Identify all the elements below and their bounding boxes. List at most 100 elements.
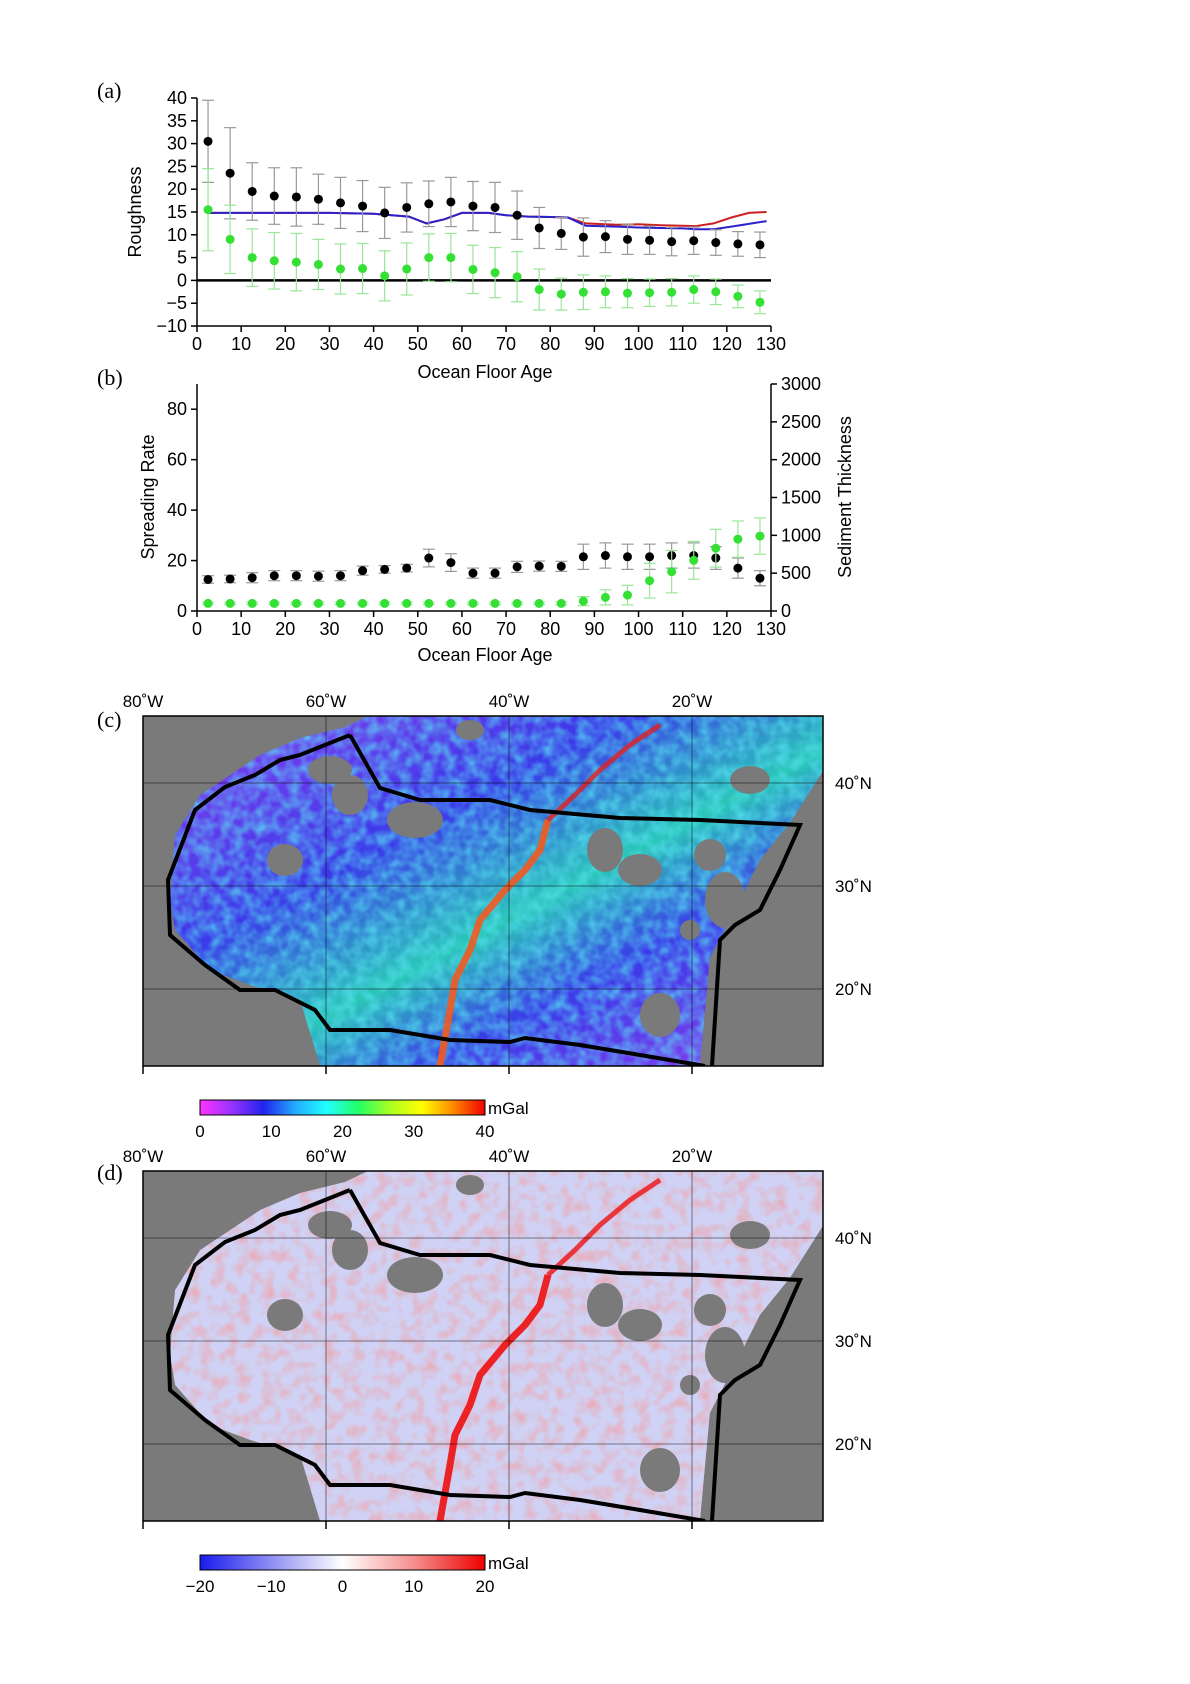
chart-a-point-s0: [225, 168, 235, 178]
chart-a-point-s0: [269, 191, 279, 201]
map-c-lon-40w: 40˚W: [489, 692, 530, 711]
chart-b-point-s1: [358, 598, 368, 608]
chart-b-point-s0: [623, 552, 632, 562]
chart-b-x-tick-label: 80: [540, 619, 560, 639]
chart-a-point-s1: [556, 289, 566, 299]
chart-b-xlabel: Ocean Floor Age: [417, 645, 552, 665]
chart-a-point-s1: [689, 285, 699, 295]
chart-a-point-s0: [424, 199, 434, 209]
chart-b-y2label: Sediment Thickness: [835, 416, 855, 578]
chart-a-point-s1: [534, 285, 544, 295]
chart-a: 0 10 20 30 40 50 60 70 80 90 100 110 120 130−10−50510…: [156, 88, 786, 354]
panel-label-b: (b): [97, 365, 123, 390]
chart-b-point-s1: [468, 598, 478, 608]
map-c-ridge-north: [546, 722, 662, 822]
chart-a-x-tick-label: 0: [192, 334, 202, 354]
chart-b-point-s0: [424, 553, 434, 563]
chart-a-point-s1: [733, 291, 743, 301]
chart-b-point-s1: [446, 598, 456, 608]
chart-a-point-s1: [269, 256, 279, 266]
chart-b-point-s1: [313, 598, 323, 608]
chart-a-y-tick-label: 20: [167, 179, 187, 199]
chart-a-point-s0: [291, 192, 301, 202]
chart-a-x-tick-label: 130: [756, 334, 786, 354]
chart-a-line-1: [208, 211, 767, 231]
chart-a-point-s1: [755, 297, 765, 307]
chart-b-x-tick-label: 10: [231, 619, 251, 639]
chart-b-point-s1: [291, 598, 301, 608]
colorbar-c: mGal 0 10 20 30 40: [195, 1099, 528, 1141]
chart-a-xlabel: Ocean Floor Age: [417, 362, 552, 382]
chart-a-point-s0: [490, 202, 500, 212]
chart-b-y2-tick-label: 0: [781, 601, 791, 621]
chart-b-point-s1: [578, 596, 588, 606]
chart-b-point-s1: [225, 598, 235, 608]
chart-a-x-tick-label: 40: [364, 334, 384, 354]
colorbar-d-tick-label: −10: [257, 1577, 286, 1596]
chart-a-point-s0: [689, 236, 699, 246]
chart-b-point-s1: [380, 598, 390, 608]
colorbar-c-tick-label: 20: [333, 1122, 352, 1141]
chart-a-y-tick-label: 25: [167, 156, 187, 176]
chart-b-x-tick-label: 110: [668, 619, 697, 639]
map-d-lon-40w: 40˚W: [489, 1147, 530, 1166]
colorbar-c-unit: mGal: [488, 1099, 529, 1118]
chart-b-point-s0: [556, 561, 566, 571]
chart-b-point-s1: [336, 598, 345, 608]
panel-label-a: (a): [97, 78, 121, 103]
chart-a-y-tick-label: −10: [156, 316, 187, 336]
map-d-lat-20n: 20˚N: [835, 1435, 872, 1454]
colorbar-d: mGal −20 −10 0 10 20: [186, 1554, 529, 1596]
map-c-lat-20n: 20˚N: [835, 980, 872, 999]
chart-a-x-tick-label: 90: [584, 334, 604, 354]
chart-a-point-s0: [512, 210, 522, 220]
chart-b-point-s0: [446, 558, 456, 568]
colorbar-c-tick-label: 10: [262, 1122, 281, 1141]
map-d-ridge: [436, 1274, 552, 1521]
chart-a-x-tick-label: 120: [712, 334, 742, 354]
chart-a-point-s1: [468, 264, 478, 274]
chart-b-point-s0: [490, 568, 500, 578]
map-d: 80˚W 60˚W 40˚W 20˚W 40˚N 30˚N 20˚N: [123, 1147, 872, 1529]
chart-a-point-s1: [424, 253, 434, 263]
chart-b-point-s1: [667, 567, 677, 577]
chart-a-x-tick-label: 10: [231, 334, 251, 354]
map-c-border: [142, 715, 824, 1067]
chart-a-x-tick-label: 80: [540, 334, 560, 354]
chart-b-x-tick-label: 130: [756, 619, 786, 639]
chart-b-y-tick-label: 60: [167, 450, 187, 470]
map-d-lon-80w: 80˚W: [123, 1147, 164, 1166]
colorbar-c-tick-label: 40: [476, 1122, 495, 1141]
map-d-grid: [143, 1171, 823, 1521]
chart-b-point-s1: [733, 534, 743, 544]
chart-b-y-tick-label: 80: [167, 399, 187, 419]
chart-b-x-tick-label: 120: [712, 619, 742, 639]
chart-b-point-s1: [424, 598, 434, 608]
chart-a-x-tick-label: 100: [624, 334, 654, 354]
chart-b-x-tick-label: 20: [275, 619, 295, 639]
chart-a-point-s0: [755, 240, 765, 250]
map-d-ridge-north: [546, 1177, 662, 1277]
map-d-lon-60w: 60˚W: [306, 1147, 347, 1166]
chart-b-point-s1: [203, 598, 213, 608]
map-c-texture: [170, 716, 823, 1066]
chart-a-x-tick-label: 20: [275, 334, 295, 354]
chart-b-point-s0: [358, 566, 368, 576]
chart-b-y2-tick-label: 2500: [781, 412, 821, 432]
chart-a-point-s1: [358, 264, 368, 274]
chart-b-point-s0: [291, 571, 301, 581]
chart-a-y-tick-label: 0: [177, 270, 187, 290]
chart-a-ylabel: Roughness: [125, 166, 145, 257]
chart-b-x-tick-label: 90: [584, 619, 604, 639]
colorbar-d-tick-label: −20: [186, 1577, 215, 1596]
colorbar-d-tick-label: 0: [338, 1577, 347, 1596]
map-c-lon-80w: 80˚W: [123, 692, 164, 711]
chart-b-point-s1: [402, 598, 412, 608]
chart-b-point-s0: [755, 573, 765, 583]
chart-a-point-s1: [512, 272, 522, 282]
chart-a-point-s0: [556, 228, 566, 238]
chart-a-point-s0: [468, 201, 478, 211]
chart-a-y-tick-label: 15: [167, 202, 187, 222]
chart-a-point-s0: [446, 197, 456, 207]
chart-b-y-tick-label: 20: [167, 551, 187, 571]
